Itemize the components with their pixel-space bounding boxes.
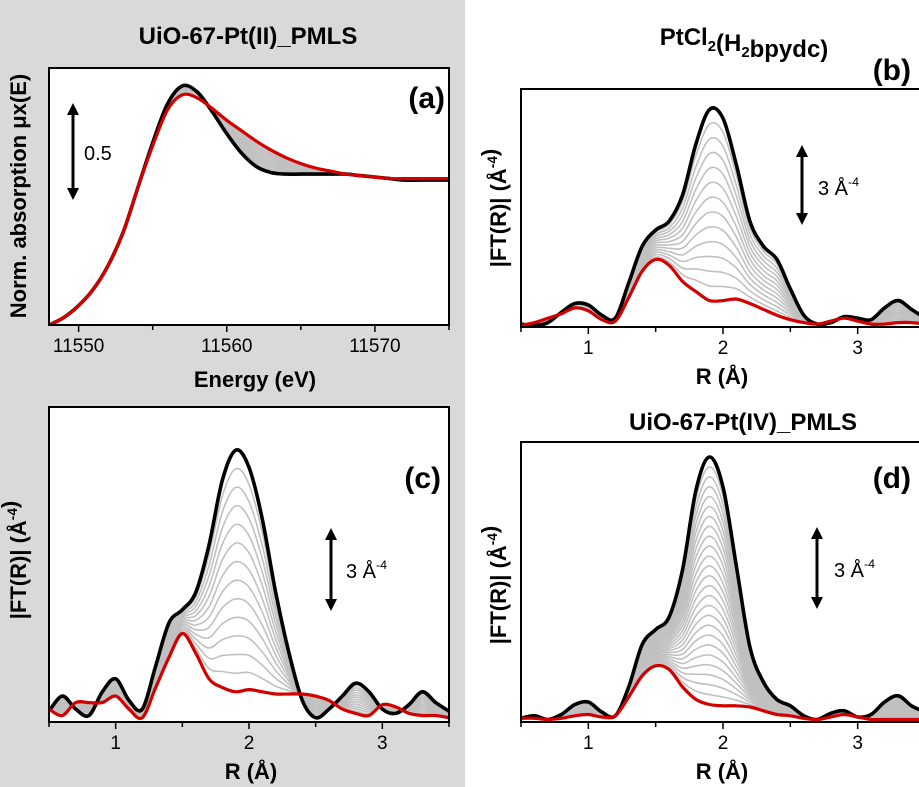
x-tick-label: 3 xyxy=(852,733,863,754)
plot-area xyxy=(49,68,449,325)
series-line-last xyxy=(521,257,919,327)
scale-label: 3 Å-4 xyxy=(834,557,875,582)
x-tick-label: 1 xyxy=(583,338,594,359)
panel-label: (a) xyxy=(408,82,445,115)
panel-c: 1 2 3 R (Å) |FT(R)| (Å-4) (c) 3 Å-4 xyxy=(0,406,450,784)
x-tick-label: 11550 xyxy=(53,336,104,357)
panel-title: PtCl2(H2bpydc) xyxy=(660,24,829,63)
y-axis-label: |FT(R)| (Å-4) xyxy=(477,149,511,268)
plot-lines xyxy=(521,106,919,327)
scale-label: 3 Å-4 xyxy=(818,175,859,200)
series-line-last xyxy=(49,92,449,325)
x-tick-label: 3 xyxy=(852,338,863,359)
x-axis-label: R (Å) xyxy=(696,363,749,389)
x-axis-label: R (Å) xyxy=(696,758,749,784)
plot-area xyxy=(521,442,919,722)
plot-lines xyxy=(49,83,449,325)
x-axis-label: R (Å) xyxy=(225,758,278,784)
series-line-first xyxy=(521,106,919,327)
scale-arrow xyxy=(796,145,808,225)
scale-arrow xyxy=(325,528,337,611)
plot-lines xyxy=(49,448,449,721)
x-tick-label: 1 xyxy=(110,733,121,754)
series-line-last xyxy=(49,631,449,721)
x-tick-label: 1 xyxy=(583,733,594,754)
plot-lines xyxy=(521,455,919,722)
series-line-first xyxy=(49,448,449,720)
panel-d: 1 2 3 R (Å) |FT(R)| (Å-4) UiO-67-Pt(IV)_PMLS (… xyxy=(477,409,919,784)
x-axis-label: Energy (eV) xyxy=(194,367,316,392)
series-line-last xyxy=(521,663,919,722)
panel-label: (c) xyxy=(404,462,441,495)
plot-area xyxy=(49,407,449,722)
x-tick-label: 3 xyxy=(377,733,388,754)
y-axis-label: |FT(R)| (Å-4) xyxy=(477,526,511,645)
plot-frame xyxy=(48,67,450,326)
scale-arrow xyxy=(811,527,823,609)
scale-label: 3 Å-4 xyxy=(346,558,387,583)
panel-label: (b) xyxy=(873,54,911,87)
x-tick-label: 2 xyxy=(244,733,255,754)
scale-label: 0.5 xyxy=(84,143,112,165)
panel-b: 1 2 3 R (Å) |FT(R)| (Å-4) PtCl2(H2bpydc) (b) 3 … xyxy=(477,24,919,389)
y-axis-label: Norm. absorption μx(E) xyxy=(6,74,31,318)
plot-area xyxy=(521,89,919,327)
panel-a: 11550 11560 11570 Energy (eV) Norm. absorpti… xyxy=(6,23,450,392)
x-tick-label: 11560 xyxy=(201,336,252,357)
x-tick-label: 2 xyxy=(718,733,729,754)
y-axis-label: |FT(R)| (Å-4) xyxy=(0,501,31,620)
panel-title: UiO-67-Pt(II)_PMLS xyxy=(139,23,358,50)
x-tick-label: 11570 xyxy=(349,336,400,357)
panel-title: UiO-67-Pt(IV)_PMLS xyxy=(629,409,857,436)
x-tick-label: 2 xyxy=(718,338,729,359)
scale-arrow xyxy=(67,103,79,200)
panel-label: (d) xyxy=(873,462,911,495)
